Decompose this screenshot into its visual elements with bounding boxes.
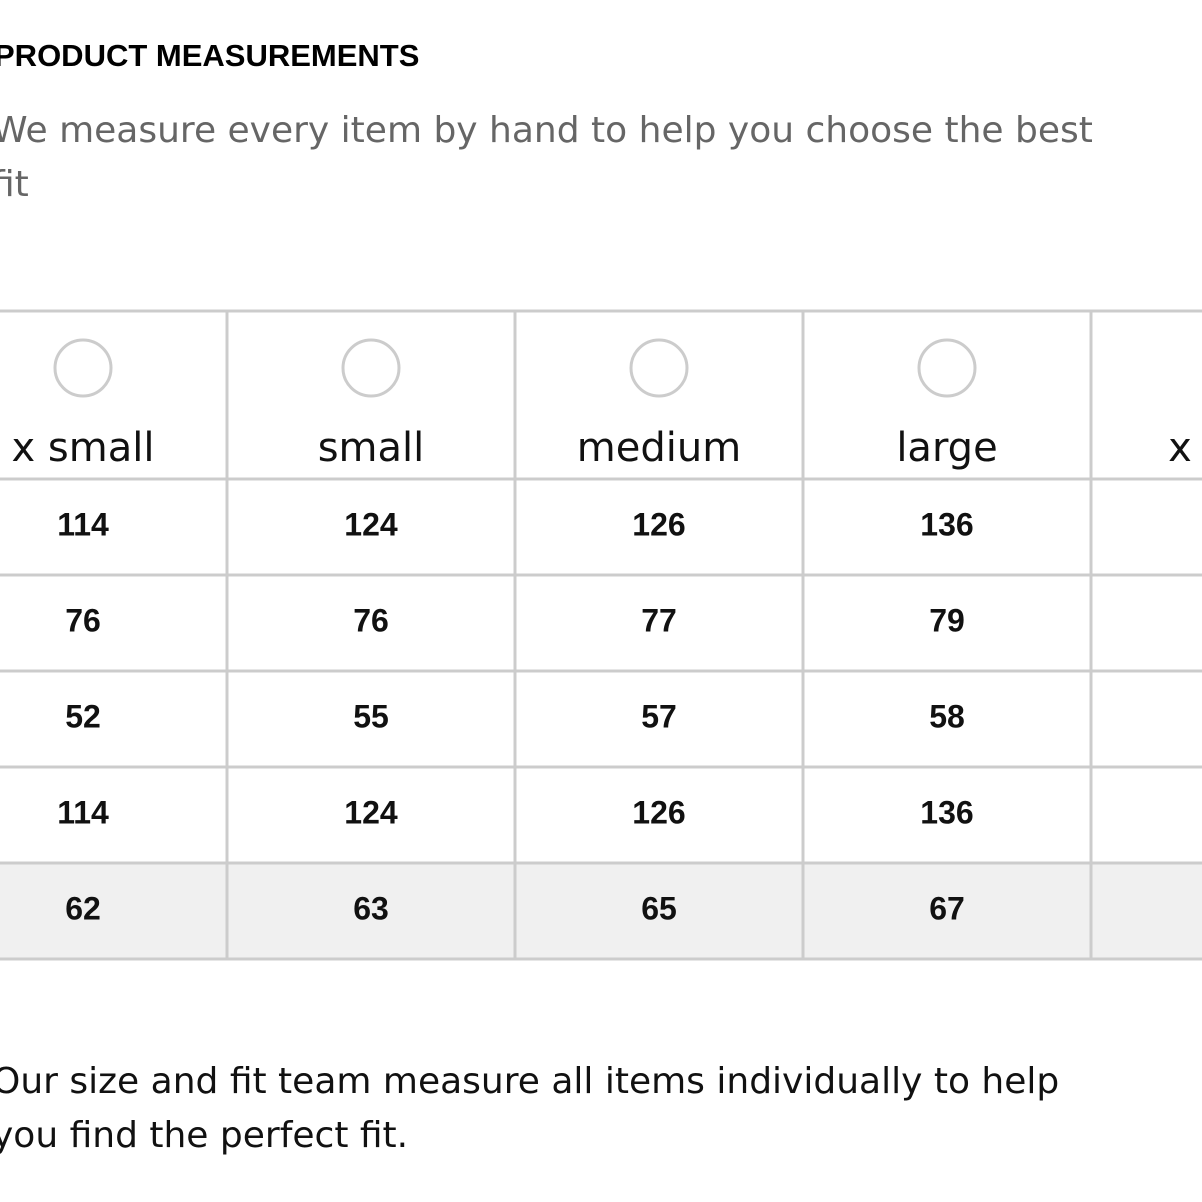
footer-text: Our size and fit team measure all items … (0, 1061, 1060, 1102)
subtitle: We measure every item by hand to help yo… (0, 110, 1093, 151)
size-label: x small (12, 425, 155, 471)
measurement: 76 (353, 602, 389, 638)
size-radio[interactable] (629, 338, 689, 398)
size-table: x small small medium large x 114 124 126 136 76 76… (0, 309, 1202, 961)
measurement: 126 (632, 794, 685, 830)
measurement: 57 (641, 698, 677, 734)
measurement: 79 (929, 602, 965, 638)
size-label: x (1168, 425, 1192, 471)
size-label: large (896, 425, 997, 471)
measurement: 67 (929, 890, 965, 926)
measurement: 76 (65, 602, 101, 638)
measurement: 58 (929, 698, 965, 734)
measurement: 114 (57, 506, 109, 542)
measurement: 136 (920, 506, 973, 542)
subtitle: fit (0, 164, 29, 205)
measurement: 63 (353, 890, 389, 926)
size-radio[interactable] (917, 338, 977, 398)
size-label: medium (577, 425, 741, 471)
measurement: 65 (641, 890, 677, 926)
measurement: 124 (344, 506, 398, 542)
measurement: 136 (920, 794, 973, 830)
measurement: 114 (57, 794, 109, 830)
size-label: small (318, 425, 425, 471)
measurement: 126 (632, 506, 685, 542)
measurement: 124 (344, 794, 398, 830)
measurement: 52 (65, 698, 101, 734)
measurement: 62 (65, 890, 101, 926)
highlight-row (0, 863, 1202, 959)
measurement: 77 (641, 602, 677, 638)
measurement: 55 (353, 698, 389, 734)
size-radio[interactable] (53, 338, 113, 398)
section-title: PRODUCT MEASUREMENTS (0, 38, 420, 73)
size-radio[interactable] (341, 338, 401, 398)
footer-text: you find the perfect fit. (0, 1115, 409, 1156)
